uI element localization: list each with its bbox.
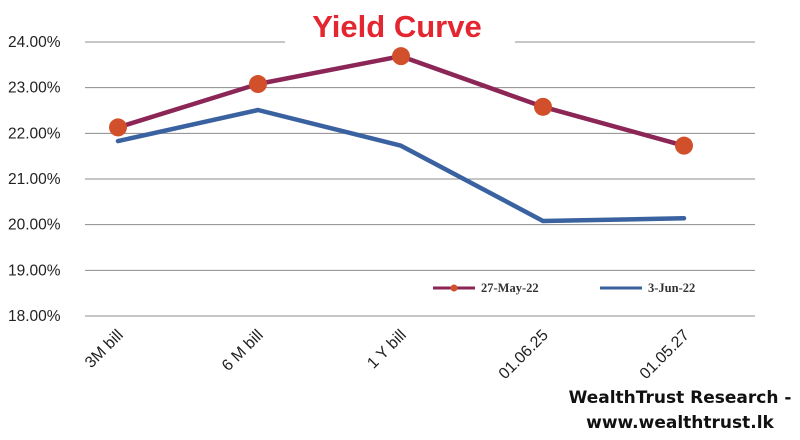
x-tick-labels: 3M bill 6 M bill 1 Y bill 01.06.25 01.05.27 xyxy=(82,327,693,383)
series-lines xyxy=(115,53,687,224)
y-tick-labels: 18.00% 19.00% 20.00% 21.00% 22.00% 23.00% 24.0… xyxy=(8,34,61,325)
watermark-line-2: www.wealthtrust.lk xyxy=(586,413,774,433)
series-markers xyxy=(109,47,693,155)
watermark-background xyxy=(556,380,800,440)
y-tick-label: 22.00% xyxy=(8,125,61,142)
x-tick-label: 1 Y bill xyxy=(364,327,410,373)
y-tick-label: 24.00% xyxy=(8,34,61,51)
y-tick-label: 19.00% xyxy=(8,262,61,279)
legend-label: 3-Jun-22 xyxy=(648,281,695,295)
data-point-marker xyxy=(392,47,410,66)
legend-marker xyxy=(450,284,458,292)
legend: 27-May-22 3-Jun-22 xyxy=(433,281,695,295)
data-point-marker xyxy=(675,136,693,155)
title-background xyxy=(285,4,515,44)
x-tick-label: 6 M bill xyxy=(219,327,267,375)
y-tick-label: 20.00% xyxy=(8,217,61,234)
data-point-marker xyxy=(534,97,552,116)
y-tick-label: 23.00% xyxy=(8,80,61,97)
x-tick-label: 01.06.25 xyxy=(496,327,552,383)
x-tick-label: 3M bill xyxy=(82,327,127,372)
legend-label: 27-May-22 xyxy=(481,281,539,295)
y-tick-label: 18.00% xyxy=(8,308,61,325)
grid-lines xyxy=(85,41,755,317)
x-tick-label: 01.05.27 xyxy=(637,327,693,383)
series-line-0 xyxy=(115,53,687,148)
watermark-line-1: WealthTrust Research - xyxy=(569,388,792,408)
series-line-1 xyxy=(115,107,687,224)
y-tick-label: 21.00% xyxy=(8,171,61,188)
data-point-marker xyxy=(249,75,267,94)
data-point-marker xyxy=(109,118,127,137)
chart-title: Yield Curve xyxy=(312,9,481,44)
